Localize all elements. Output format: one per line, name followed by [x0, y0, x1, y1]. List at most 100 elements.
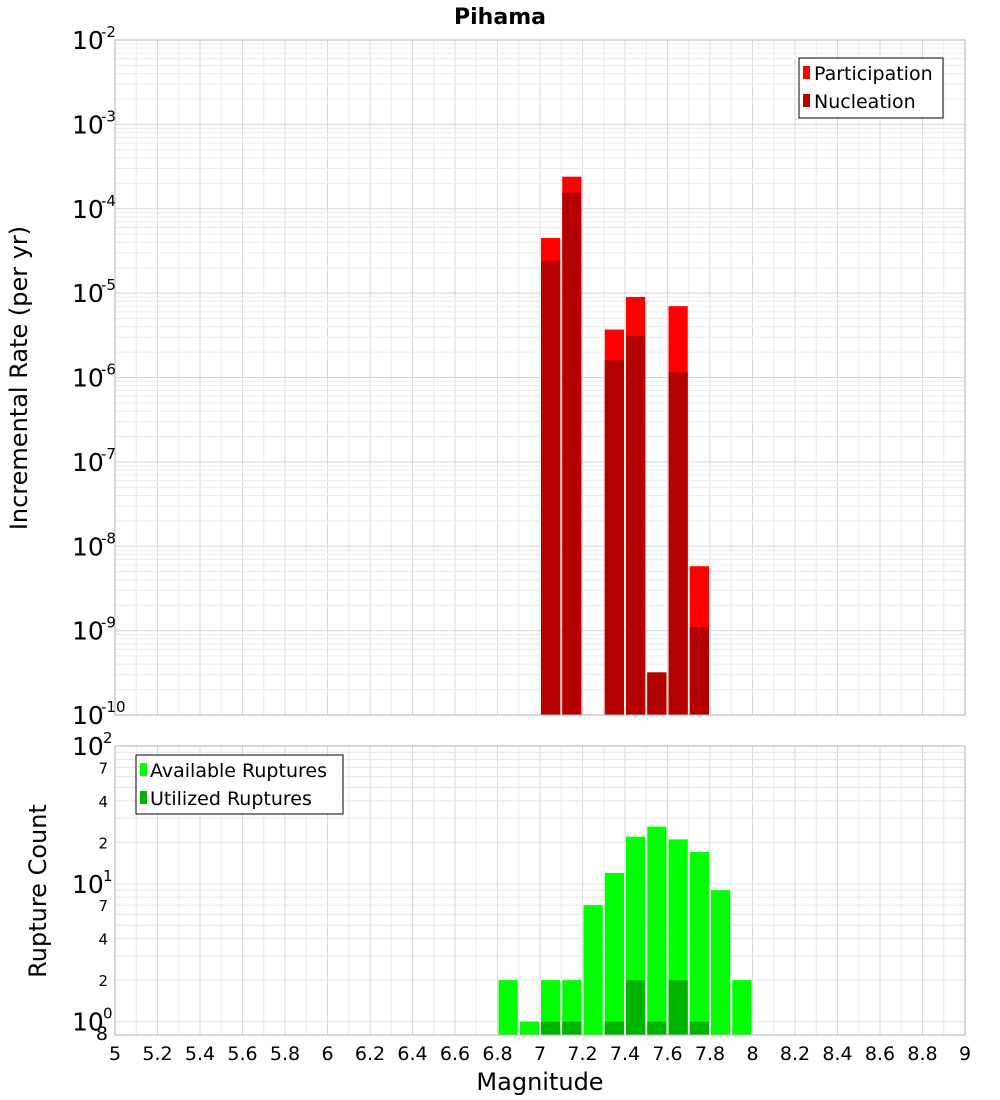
x-tick-label: 8.8 — [907, 1043, 937, 1065]
top-y-tick-base: 10 — [72, 279, 104, 308]
bar-available-ruptures — [498, 980, 518, 1035]
legend-swatch-utilized — [140, 791, 147, 804]
top-y-tick-base: 10 — [72, 364, 104, 393]
x-tick-label: 5.6 — [227, 1043, 257, 1065]
bottom-y-tick-base: 10 — [72, 732, 104, 761]
bottom-y-tick-exponent: 2 — [103, 729, 113, 747]
x-tick-label: 6.8 — [482, 1043, 512, 1065]
legend-label-participation: Participation — [814, 63, 933, 85]
top-plot-frame — [114, 39, 966, 716]
bottom-legend-box — [135, 754, 344, 815]
top-y-tick-exponent: -8 — [101, 529, 116, 547]
legend-label-utilized: Utilized Ruptures — [150, 788, 312, 810]
top-legend: Participation Nucleation — [798, 57, 944, 119]
bottom-y-minor-tick: 2 — [98, 834, 108, 852]
top-y-tick-base: 10 — [72, 701, 104, 730]
top-y-axis-label: Incremental Rate (per yr) — [5, 226, 33, 530]
bar-nucleation — [562, 192, 582, 715]
bar-available-ruptures — [689, 852, 709, 1035]
bar-available-ruptures — [519, 1021, 539, 1035]
bottom-legend: Available Ruptures Utilized Ruptures — [135, 754, 344, 815]
x-tick-label: 5.8 — [270, 1043, 300, 1065]
top-y-tick-base: 10 — [72, 110, 104, 139]
bar-available-ruptures — [732, 980, 752, 1035]
bottom-y-tick-exponent: 1 — [103, 867, 113, 885]
bottom-y-tick-exponent: 0 — [103, 1005, 113, 1023]
chart-title: Pihama — [454, 5, 546, 30]
x-axis-label: Magnitude — [476, 1068, 603, 1096]
x-tick-label: 8.6 — [865, 1043, 895, 1065]
bottom-y-axis-label: Rupture Count — [24, 804, 52, 978]
legend-swatch-available — [140, 763, 147, 776]
legend-label-available: Available Ruptures — [150, 760, 327, 782]
bar-nucleation — [689, 627, 709, 715]
bottom-y-minor-tick: 7 — [98, 897, 108, 915]
bar-available-ruptures — [711, 890, 731, 1035]
bar-utilized-ruptures — [541, 1021, 561, 1035]
top-y-tick-exponent: -5 — [101, 276, 116, 294]
bottom-y-minor-tick: 7 — [98, 759, 108, 777]
bottom-y-tick-base: 10 — [72, 1008, 104, 1037]
bar-nucleation — [604, 360, 624, 715]
x-tick-label: 5.2 — [142, 1043, 172, 1065]
x-tick-label: 8.4 — [822, 1043, 852, 1065]
bar-available-ruptures — [583, 905, 603, 1035]
bottom-bars — [498, 826, 752, 1035]
x-tick-label: 6.2 — [355, 1043, 385, 1065]
bar-available-ruptures — [541, 980, 561, 1035]
top-bars — [541, 176, 709, 715]
top-y-tick-exponent: -10 — [101, 698, 126, 716]
bar-utilized-ruptures — [689, 1021, 709, 1035]
top-y-tick-exponent: -7 — [101, 445, 116, 463]
bottom-y-minor-tick: 4 — [98, 793, 108, 811]
x-tick-label: 6 — [321, 1043, 333, 1065]
bar-nucleation — [668, 372, 688, 715]
bottom-y-tick-base: 10 — [72, 870, 104, 899]
bottom-y-minor-tick: 2 — [98, 972, 108, 990]
top-y-tick-base: 10 — [72, 617, 104, 646]
x-tick-label: 7.4 — [610, 1043, 640, 1065]
x-tick-label: 8 — [746, 1043, 758, 1065]
x-tick-label: 7.8 — [695, 1043, 725, 1065]
top-y-tick-exponent: -3 — [101, 107, 116, 125]
x-tick-label: 7.6 — [652, 1043, 682, 1065]
legend-swatch-participation — [803, 66, 810, 79]
x-tick-labels: 5 5.2 5.4 5.6 5.8 6 6.2 6.4 6.6 6.8 7 7.2 7.4 7.6 7.8 8… — [109, 1043, 971, 1065]
bar-utilized-ruptures — [668, 980, 688, 1035]
top-grid — [114, 40, 966, 716]
bar-nucleation — [541, 261, 561, 715]
bottom-y-minor-tick: 8 — [96, 1023, 108, 1045]
bar-nucleation — [647, 672, 667, 715]
bar-available-ruptures — [604, 872, 624, 1035]
incremental-rate-panel: 10-210-310-410-510-610-710-810-910-10 In… — [5, 23, 966, 730]
legend-swatch-nucleation — [803, 94, 810, 107]
bar-nucleation — [626, 336, 646, 715]
bottom-grid — [114, 745, 966, 1035]
top-y-tick-exponent: -6 — [101, 361, 116, 379]
bar-utilized-ruptures — [626, 980, 646, 1035]
x-tick-label: 5 — [109, 1043, 121, 1065]
x-tick-label: 8.2 — [780, 1043, 810, 1065]
top-y-tick-base: 10 — [72, 532, 104, 561]
x-tick-label: 6.4 — [397, 1043, 427, 1065]
top-legend-box — [798, 57, 944, 119]
bottom-y-minor-tick: 4 — [98, 931, 108, 949]
x-tick-label: 6.6 — [440, 1043, 470, 1065]
x-tick-label: 7 — [534, 1043, 546, 1065]
bar-utilized-ruptures — [604, 1021, 624, 1035]
bar-utilized-ruptures — [647, 1021, 667, 1035]
legend-label-nucleation: Nucleation — [814, 91, 916, 113]
x-tick-label: 9 — [959, 1043, 971, 1065]
bottom-plot-frame — [114, 745, 966, 1036]
bar-available-ruptures — [647, 826, 667, 1035]
bar-utilized-ruptures — [562, 1021, 582, 1035]
top-y-tick-exponent: -9 — [101, 614, 116, 632]
top-y-tick-labels: 10-210-310-410-510-610-710-810-910-10 — [72, 23, 126, 730]
top-y-tick-base: 10 — [72, 448, 104, 477]
bar-available-ruptures — [562, 980, 582, 1035]
top-y-tick-base: 10 — [72, 195, 104, 224]
top-y-tick-exponent: -4 — [101, 192, 116, 210]
